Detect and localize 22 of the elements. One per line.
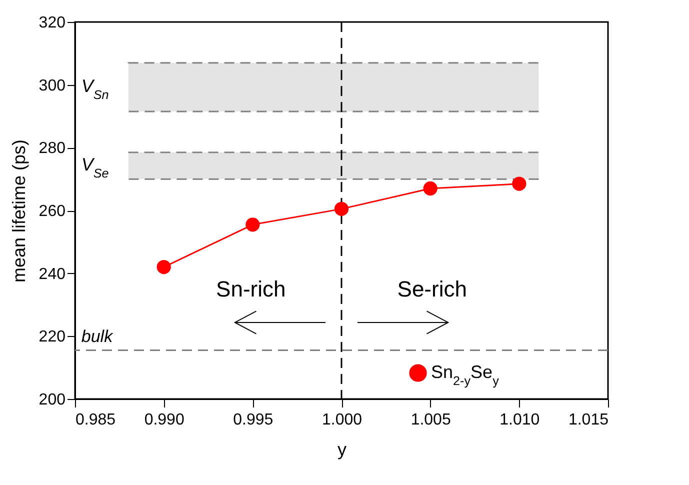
ref-line-label: bulk	[81, 326, 114, 346]
y-tick-label: 280	[38, 140, 66, 158]
y-tick-label: 240	[38, 266, 66, 283]
y-tick-label: 220	[38, 328, 66, 346]
y-tick-label: 300	[38, 77, 66, 94]
y-axis-title: mean lifetime (ps)	[8, 139, 29, 283]
x-tick-label: 1.010	[500, 412, 540, 428]
annotation: Se-rich	[397, 276, 467, 302]
legend-label: Sn$_{2-y}$Se$_{y}$	[431, 362, 500, 388]
y-tick-label: 260	[38, 203, 66, 220]
x-tick-label: 1.000	[322, 412, 362, 428]
x-tick-label: 0.985	[76, 412, 116, 428]
x-tick-label: 0.990	[144, 412, 184, 428]
x-tick-label: 0.995	[233, 412, 274, 428]
band-label: V$_{Se}$	[81, 154, 109, 181]
x-tick-label: 1.015	[568, 412, 609, 428]
y-tick-label: 320	[38, 14, 66, 32]
annotation: Sn-rich	[216, 276, 286, 302]
x-tick-label: 1.005	[410, 412, 451, 428]
x-axis-title: y	[338, 440, 346, 460]
band-label: V$_{Sn}$	[81, 76, 109, 102]
y-tick-label: 200	[38, 392, 66, 408]
